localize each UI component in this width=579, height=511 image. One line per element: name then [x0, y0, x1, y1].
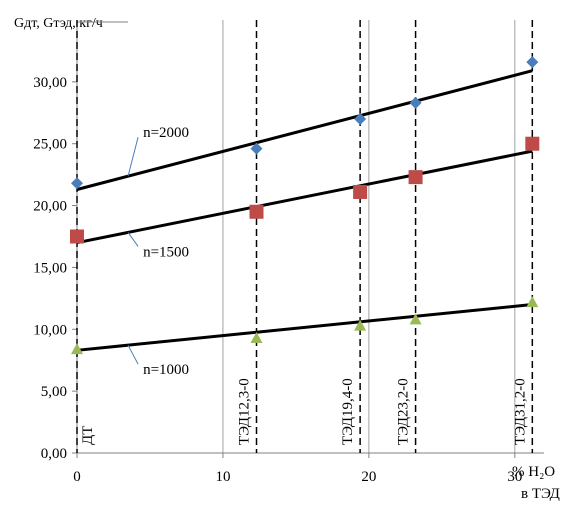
y-tick-label: 0,00: [41, 446, 67, 462]
point: [70, 229, 84, 244]
trend-line: [76, 303, 533, 352]
x-tick-label: 30: [507, 469, 522, 485]
point: [408, 170, 423, 185]
label-leader: [127, 137, 139, 177]
point: [71, 343, 83, 355]
point: [409, 96, 422, 109]
fuel-label: ТЭД12,3-0: [237, 378, 253, 445]
label-leader: [127, 344, 139, 365]
fuel-label: ДТ: [80, 426, 96, 445]
point: [526, 296, 539, 308]
y-tick-label: 20,00: [33, 199, 67, 215]
y-tick-label: 5,00: [41, 384, 67, 400]
y-tick-label: 15,00: [33, 260, 67, 276]
point: [354, 112, 367, 125]
x-tick-label: 20: [361, 469, 376, 485]
point: [249, 204, 264, 219]
point: [526, 56, 539, 69]
point: [250, 331, 263, 343]
trend-line: [76, 149, 533, 245]
x-tick-label: 0: [73, 469, 81, 485]
x-axis-label: % H₂O: [512, 464, 555, 480]
x-tick-label: 10: [215, 469, 230, 485]
fuel-label: ТЭД19,4-0: [340, 378, 356, 445]
fuel-label: ТЭД23,2-0: [396, 378, 412, 445]
point: [525, 136, 540, 151]
point: [353, 184, 368, 199]
series-label: n=2000: [143, 125, 189, 141]
y-axis-label: Gдт, Gтэд, кг/ч: [14, 16, 103, 31]
point: [409, 313, 422, 325]
trend-line: [76, 69, 533, 191]
y-tick-label: 30,00: [33, 75, 67, 91]
fuel-label: ТЭД31,2-0: [512, 378, 528, 445]
y-tick-label: 10,00: [33, 322, 67, 338]
point: [71, 177, 83, 190]
point: [354, 319, 367, 331]
x-axis-label: в ТЭД: [521, 486, 560, 502]
point: [250, 142, 263, 155]
series-label: n=1000: [143, 362, 189, 378]
y-tick-label: 25,00: [33, 137, 67, 153]
label-leader: [127, 232, 139, 247]
series-label: n=1500: [143, 244, 189, 260]
